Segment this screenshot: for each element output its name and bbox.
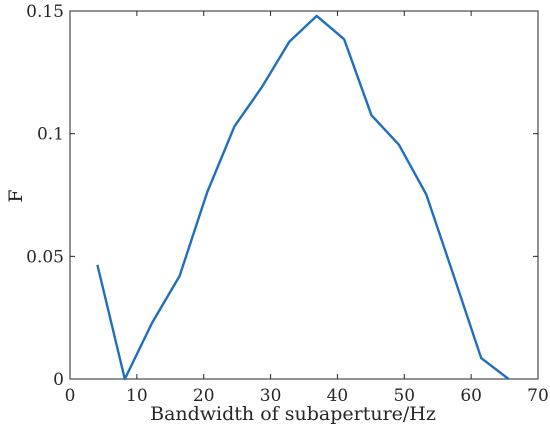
x-tick-label: 50 [393, 386, 415, 406]
y-axis-ticks: 0 0.05 0.1 0.15 [26, 2, 538, 390]
y-tick-label: 0 [53, 370, 64, 390]
series-layer [96, 14, 510, 381]
x-axis-label: Bandwidth of subaperture/Hz [150, 403, 436, 425]
x-axis-ticks: 0 10 20 30 40 50 60 70 [65, 11, 549, 406]
x-tick-label: 20 [193, 386, 215, 406]
plot-frame [69, 10, 539, 380]
x-tick-label: 70 [527, 386, 549, 406]
x-tick-label: 30 [260, 386, 282, 406]
y-axis-label: F [5, 189, 27, 202]
y-tick-label: 0.15 [26, 2, 64, 22]
x-tick-label: 60 [460, 386, 482, 406]
y-tick-label: 0.1 [37, 125, 64, 145]
y-tick-label: 0.05 [26, 247, 64, 267]
plot-box [69, 10, 539, 380]
x-tick-label: 0 [65, 386, 76, 406]
x-tick-label: 40 [327, 386, 349, 406]
x-tick-label: 10 [126, 386, 148, 406]
series-line [96, 14, 510, 381]
